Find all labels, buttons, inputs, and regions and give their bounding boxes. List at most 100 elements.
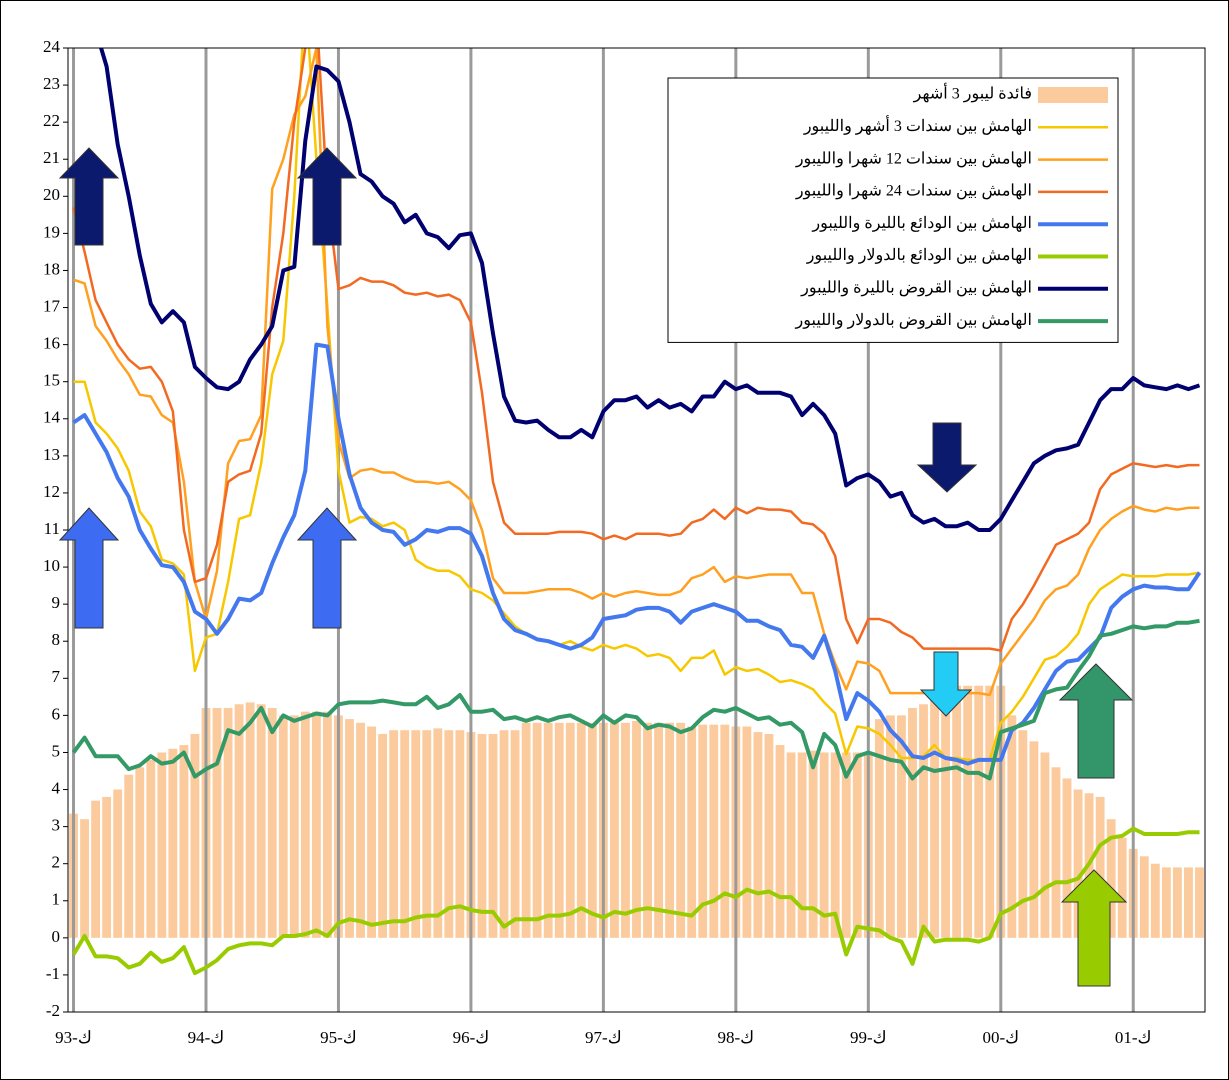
bar: [190, 733, 200, 938]
bar: [356, 722, 365, 938]
arrow: [919, 651, 973, 717]
bar: [897, 715, 906, 938]
x-tick-label: ك-99: [850, 1028, 887, 1047]
arrow: [58, 507, 120, 629]
bar: [179, 745, 189, 938]
bar: [1195, 867, 1204, 938]
bar: [322, 711, 332, 938]
y-tick-label: 20: [43, 185, 60, 204]
y-tick-label: 4: [52, 778, 61, 797]
bar: [488, 733, 498, 938]
x-tick-label: ك-98: [718, 1028, 755, 1047]
bar: [1139, 856, 1149, 938]
bar: [521, 722, 531, 938]
bar: [510, 730, 520, 938]
bar: [1007, 715, 1017, 938]
bar: [952, 685, 962, 938]
bar: [234, 704, 244, 938]
bar: [267, 707, 277, 938]
bar: [135, 767, 145, 938]
bar: [1062, 778, 1072, 938]
bar: [124, 774, 134, 938]
y-tick-label: 15: [43, 371, 60, 390]
y-tick-label: 1: [52, 890, 61, 909]
bar: [1106, 819, 1116, 938]
bar: [1029, 741, 1039, 938]
x-tick-label: ك-01: [1115, 1028, 1152, 1047]
legend-label: الهامش بين القروض بالدولار والليبور: [795, 312, 1032, 329]
y-tick-label: 10: [43, 556, 60, 575]
bar: [1184, 867, 1193, 938]
bar: [433, 728, 443, 938]
bar: [676, 722, 686, 938]
y-tick-label: 5: [52, 741, 61, 760]
legend-label: الهامش بين الودائع بالليرة والليبور: [811, 215, 1032, 232]
x-tick-label: ك-97: [585, 1028, 622, 1047]
bar: [985, 685, 995, 938]
line: [72, 48, 1200, 652]
x-tick-label: ك-93: [55, 1028, 92, 1047]
y-tick-label: 6: [52, 704, 61, 723]
bar: [311, 711, 321, 938]
bar: [1150, 863, 1160, 938]
y-tick-label: 24: [43, 37, 61, 56]
bar: [113, 789, 123, 938]
bar: [665, 722, 675, 938]
bar: [908, 707, 917, 938]
line-layer: [71, 48, 1202, 976]
y-tick-label: 19: [43, 222, 60, 241]
bar: [532, 722, 542, 938]
bar: [1018, 730, 1028, 938]
legend-label: الهامش بين القروض بالليرة والليبور: [800, 279, 1032, 296]
bar: [632, 720, 641, 938]
bar: [874, 719, 884, 938]
bar: [1051, 767, 1061, 938]
y-tick-label: 14: [43, 408, 61, 427]
legend-label: الهامش بين سندات 24 شهرا والليبور: [795, 183, 1032, 200]
bar: [621, 722, 630, 938]
bar: [786, 752, 796, 938]
y-tick-label: 9: [52, 593, 61, 612]
arrow: [296, 147, 358, 246]
bar: [168, 748, 178, 938]
bar: [587, 722, 597, 938]
y-tick-label: 0: [52, 927, 61, 946]
bar: [610, 722, 619, 938]
bar: [974, 685, 984, 938]
bar: [212, 707, 222, 938]
x-tick-label: ك-94: [188, 1028, 225, 1047]
arrows: [58, 147, 1134, 987]
bar: [245, 702, 255, 938]
arrow: [916, 422, 978, 493]
bar: [742, 726, 752, 938]
legend-label: الهامش بين سندات 3 أشهر والليبور: [803, 115, 1032, 135]
x-tick-label: ك-95: [320, 1028, 357, 1047]
bar: [830, 752, 840, 938]
bar: [930, 696, 939, 938]
bar: [378, 733, 388, 938]
bar: [963, 685, 973, 938]
y-tick-label: 3: [52, 816, 61, 835]
bar: [852, 752, 862, 938]
bar: [720, 724, 730, 938]
bar: [1040, 752, 1050, 938]
bar: [455, 730, 465, 938]
y-tick-label: -2: [46, 1001, 60, 1020]
line: [71, 826, 1200, 976]
y-tick-label: 8: [52, 630, 61, 649]
y-tick-label: 17: [43, 296, 61, 315]
y-tick-label: -1: [46, 964, 60, 983]
bar: [367, 726, 376, 938]
bar: [819, 752, 829, 938]
bar: [422, 730, 432, 938]
bar: [654, 722, 663, 938]
line: [99, 48, 1201, 532]
y-tick-label: 21: [43, 148, 60, 167]
bar: [764, 733, 774, 938]
x-tick-label: ك-96: [453, 1028, 490, 1047]
legend-label: الهامش بين سندات 12 شهرا والليبور: [795, 150, 1032, 167]
bar: [576, 722, 586, 938]
bar: [687, 726, 697, 938]
legend-box: [667, 77, 1119, 343]
